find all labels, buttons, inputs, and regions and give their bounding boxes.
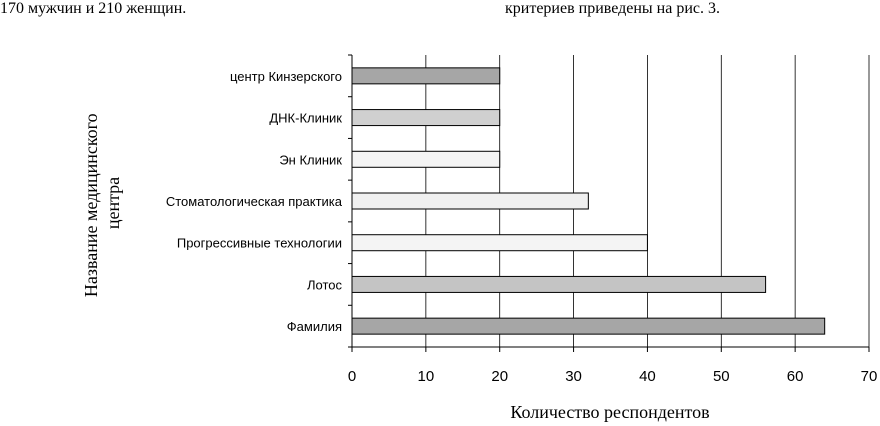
category-label-0: центр Кинзерского xyxy=(230,69,342,84)
bar-4 xyxy=(351,234,648,252)
x-tick-label-3: 30 xyxy=(565,368,582,385)
x-tick-label-2: 20 xyxy=(491,368,508,385)
category-label-5: Лотос xyxy=(307,277,343,292)
axes xyxy=(348,54,870,352)
x-tick-label-6: 60 xyxy=(787,368,804,385)
body-text-right: критериев приведены на рис. 3. xyxy=(505,0,721,17)
category-label-1: ДНК-Клиник xyxy=(269,111,342,126)
bar-1 xyxy=(351,109,501,127)
x-tick-label-1: 10 xyxy=(418,368,435,385)
y-axis-title: Название медицинского центра xyxy=(81,109,123,297)
tick-labels: 0 10 20 30 40 50 60 70 xyxy=(348,368,878,385)
x-tick-label-4: 40 xyxy=(639,368,656,385)
bar-6 xyxy=(351,317,826,335)
x-tick-label-7: 70 xyxy=(861,368,878,385)
x-tick-label-5: 50 xyxy=(713,368,730,385)
bar-0 xyxy=(351,67,501,85)
category-labels: центр Кинзерского ДНК-Клиник Эн Клиник Стом… xyxy=(166,69,343,334)
y-axis-title-line-1: Название медицинского xyxy=(81,113,101,297)
x-axis-title: Количество респондентов xyxy=(510,402,709,422)
category-label-4: Прогрессивные технологии xyxy=(177,236,342,251)
category-label-2: Эн Клиник xyxy=(279,152,342,167)
bar-5 xyxy=(351,275,767,293)
x-tick-label-0: 0 xyxy=(348,368,356,385)
body-text-left: 170 мужчин и 210 женщин. xyxy=(0,0,187,17)
bar-3 xyxy=(351,192,589,210)
category-label-6: Фамилия xyxy=(287,319,342,334)
y-axis-title-line-2: центра xyxy=(103,177,123,229)
bars xyxy=(351,67,826,335)
gridlines xyxy=(425,55,870,347)
category-label-3: Стоматологическая практика xyxy=(166,194,343,209)
bar-2 xyxy=(351,150,501,168)
